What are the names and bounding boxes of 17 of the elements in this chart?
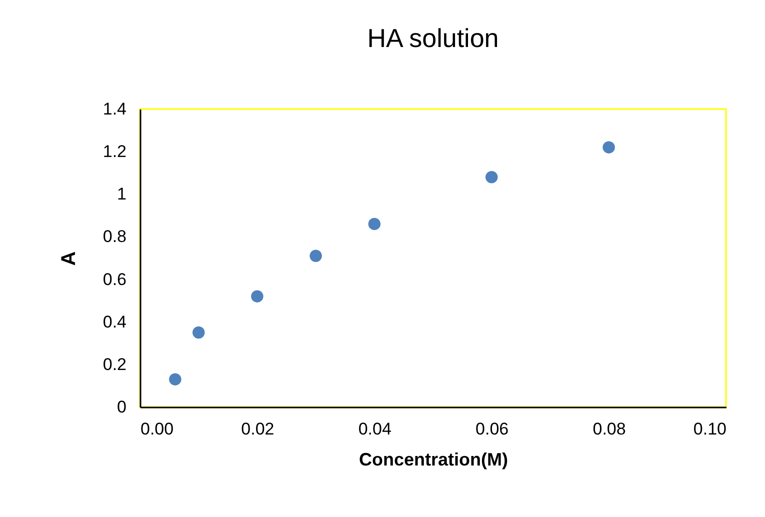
chart-title: HA solution <box>367 23 499 53</box>
y-axis-title: A <box>58 251 80 266</box>
x-tick-label: 0.00 <box>140 420 174 438</box>
x-tick-label: 0.10 <box>693 420 726 438</box>
y-tick-label: 0.8 <box>102 227 126 246</box>
x-tick-label: 0.04 <box>358 420 392 438</box>
y-tick-label: 0 <box>117 398 126 416</box>
y-tick-label: 0.4 <box>102 312 126 332</box>
y-tick-label: 1.2 <box>102 142 126 162</box>
x-tick-label: 0.08 <box>592 420 626 438</box>
x-axis-title: Concentration(M) <box>359 450 508 470</box>
x-tick-label: 0.06 <box>476 420 509 438</box>
y-tick-label: 1 <box>117 184 126 204</box>
y-tick-label: 0.2 <box>102 354 126 374</box>
x-tick-label: 0.02 <box>241 420 274 438</box>
y-tick-label: 0.6 <box>102 270 126 289</box>
y-tick-label: 1.4 <box>102 100 126 118</box>
